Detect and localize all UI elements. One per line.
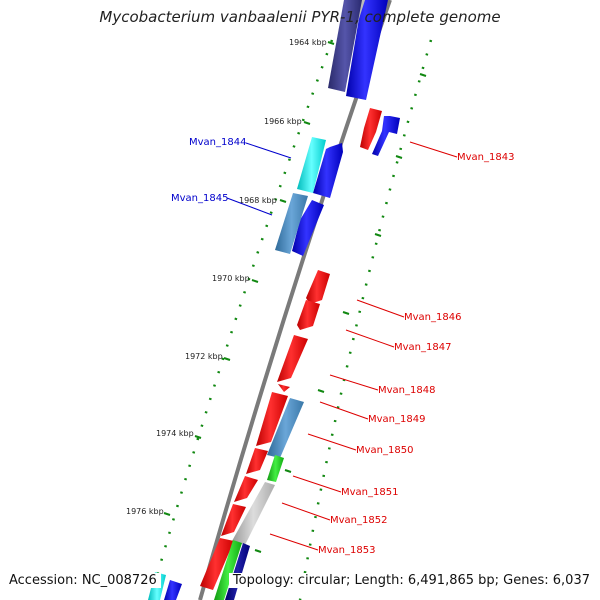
accession-text: Accession: NC_008726 [9, 573, 161, 588]
cds-reverse-1852[interactable] [221, 504, 246, 536]
cds-inner-1844-cyan[interactable] [297, 137, 326, 193]
cds-inner-1845-steel[interactable] [275, 193, 308, 254]
cds-forward-1977-blue[interactable] [164, 580, 182, 600]
map-title: Mycobacterium vanbaalenii PYR-1, complet… [99, 8, 501, 26]
tick-label-1974: 1974 kbp [156, 429, 194, 438]
gene-label-mvan-1844[interactable]: Mvan_1844 [189, 137, 246, 148]
cds-reverse-1850[interactable] [246, 448, 268, 474]
tick-mark [251, 279, 259, 283]
label-leader-lines [226, 141, 458, 551]
cds-forward-1843-red[interactable] [360, 108, 382, 150]
cds-reverse-1846[interactable] [306, 270, 330, 304]
tick-label-1964: 1964 kbp [289, 38, 327, 47]
tick-label-1972: 1972 kbp [185, 352, 223, 361]
tick-mark [303, 121, 311, 125]
tick-label-1970: 1970 kbp [212, 274, 250, 283]
cds-forward-1852-gray[interactable] [232, 482, 275, 545]
gene-label-mvan-1847[interactable]: Mvan_1847 [394, 342, 451, 353]
cds-reverse-1853[interactable] [200, 538, 234, 590]
outer-tick-marks [254, 73, 427, 553]
cds-forward-1964[interactable] [346, 0, 388, 100]
gene-label-mvan-1853[interactable]: Mvan_1853 [318, 545, 375, 556]
tick-mark [163, 512, 171, 516]
gene-label-mvan-1852[interactable]: Mvan_1852 [330, 515, 387, 526]
genome-summary-text: Topology: circular; Length: 6,491,865 bp… [228, 573, 590, 588]
tick-label-1966: 1966 kbp [264, 117, 302, 126]
tick-mark [279, 199, 287, 203]
gene-label-mvan-1850[interactable]: Mvan_1850 [356, 445, 413, 456]
tick-mark [223, 357, 231, 361]
cds-reverse-1851[interactable] [234, 476, 258, 502]
gene-label-mvan-1851[interactable]: Mvan_1851 [341, 487, 398, 498]
cds-forward-1851-green[interactable] [267, 455, 284, 482]
tick-label-1976: 1976 kbp [126, 507, 164, 516]
cds-inner-1963-navy[interactable] [328, 0, 362, 92]
cds-forward-1844-blue[interactable] [313, 143, 343, 198]
gene-label-mvan-1849[interactable]: Mvan_1849 [368, 414, 425, 425]
cds-reverse-1847[interactable] [297, 300, 320, 330]
cds-forward-1845-blue[interactable] [292, 200, 324, 256]
cds-reverse-1848[interactable] [277, 335, 308, 382]
tick-label-1968: 1968 kbp [239, 196, 277, 205]
gene-label-mvan-1845[interactable]: Mvan_1845 [171, 193, 228, 204]
cds-reverse-1848b[interactable] [278, 384, 290, 392]
cds-forward-1853-green[interactable] [214, 540, 242, 600]
cds-forward-1966[interactable] [372, 116, 400, 156]
tick-mark [327, 41, 335, 45]
gene-label-mvan-1846[interactable]: Mvan_1846 [404, 312, 461, 323]
cds-reverse-1849[interactable] [256, 392, 288, 446]
tick-mark [194, 435, 202, 439]
cds-forward-1850-steel[interactable] [267, 398, 304, 458]
gene-label-mvan-1848[interactable]: Mvan_1848 [378, 385, 435, 396]
gene-label-mvan-1843[interactable]: Mvan_1843 [457, 152, 514, 163]
